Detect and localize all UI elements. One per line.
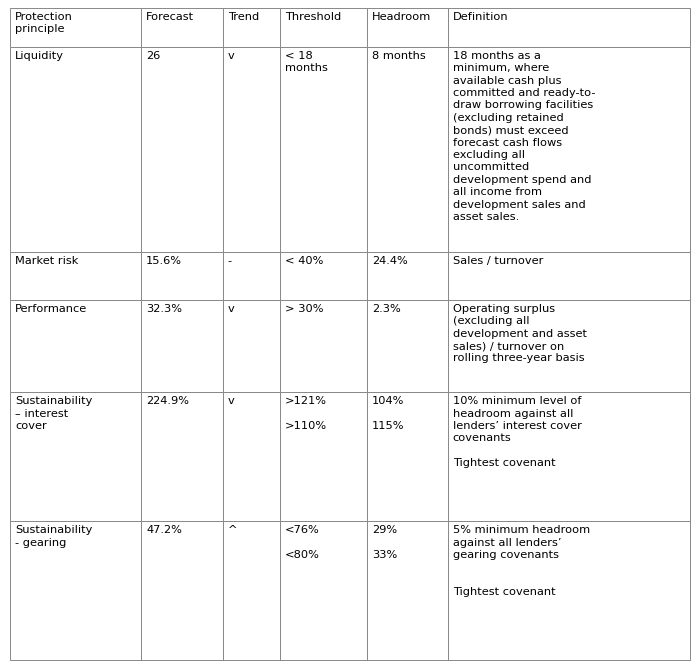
Text: 32.3%: 32.3% (146, 304, 182, 314)
Bar (10, 252, 141, 300)
Bar (10, 522, 141, 660)
Text: Sustainability
- gearing: Sustainability - gearing (15, 526, 92, 548)
Bar (367, 392, 447, 522)
Text: ^: ^ (228, 526, 237, 536)
Text: Market risk: Market risk (15, 256, 78, 266)
Bar (367, 252, 447, 300)
Text: 47.2%: 47.2% (146, 526, 182, 536)
Text: Sales / turnover: Sales / turnover (453, 256, 543, 266)
Text: 2.3%: 2.3% (372, 304, 400, 314)
Bar (10, 8, 141, 47)
Bar (141, 392, 223, 522)
Text: 104%

115%: 104% 115% (372, 396, 405, 431)
Text: Protection
principle: Protection principle (15, 12, 73, 34)
Bar (280, 8, 367, 47)
Bar (367, 47, 447, 252)
Text: v: v (228, 304, 235, 314)
Bar (141, 252, 223, 300)
Text: Headroom: Headroom (372, 12, 431, 22)
Text: v: v (228, 396, 235, 406)
Bar (447, 252, 690, 300)
Bar (367, 522, 447, 660)
Text: v: v (228, 51, 235, 61)
Bar (223, 252, 280, 300)
Bar (280, 47, 367, 252)
Bar (367, 300, 447, 392)
Bar (280, 392, 367, 522)
Text: 224.9%: 224.9% (146, 396, 189, 406)
Text: 5% minimum headroom
against all lenders’
gearing covenants


Tightest covenant: 5% minimum headroom against all lenders’… (453, 526, 589, 597)
Bar (280, 252, 367, 300)
Bar (141, 522, 223, 660)
Text: Operating surplus
(excluding all
development and asset
sales) / turnover on
roll: Operating surplus (excluding all develop… (453, 304, 587, 363)
Text: Threshold: Threshold (285, 12, 342, 22)
Text: 29%

33%: 29% 33% (372, 526, 397, 560)
Text: Definition: Definition (453, 12, 508, 22)
Bar (10, 47, 141, 252)
Text: 18 months as a
minimum, where
available cash plus
committed and ready-to-
draw b: 18 months as a minimum, where available … (453, 51, 595, 222)
Text: 15.6%: 15.6% (146, 256, 182, 266)
Text: 26: 26 (146, 51, 160, 61)
Bar (223, 8, 280, 47)
Text: Performance: Performance (15, 304, 88, 314)
Text: > 30%: > 30% (285, 304, 323, 314)
Bar (447, 522, 690, 660)
Bar (223, 392, 280, 522)
Text: Liquidity: Liquidity (15, 51, 64, 61)
Bar (223, 522, 280, 660)
Text: Forecast: Forecast (146, 12, 194, 22)
Text: 8 months: 8 months (372, 51, 426, 61)
Bar (223, 47, 280, 252)
Bar (447, 47, 690, 252)
Text: 24.4%: 24.4% (372, 256, 407, 266)
Bar (141, 8, 223, 47)
Bar (10, 392, 141, 522)
Text: >121%

>110%: >121% >110% (285, 396, 327, 431)
Bar (10, 300, 141, 392)
Text: Sustainability
– interest
cover: Sustainability – interest cover (15, 396, 92, 431)
Bar (141, 47, 223, 252)
Bar (223, 300, 280, 392)
Text: < 18
months: < 18 months (285, 51, 328, 73)
Bar (141, 300, 223, 392)
Text: < 40%: < 40% (285, 256, 323, 266)
Text: <76%

<80%: <76% <80% (285, 526, 320, 560)
Bar (280, 522, 367, 660)
Bar (447, 8, 690, 47)
Bar (367, 8, 447, 47)
Bar (447, 300, 690, 392)
Text: -: - (228, 256, 232, 266)
Text: 10% minimum level of
headroom against all
lenders’ interest cover
covenants

Tig: 10% minimum level of headroom against al… (453, 396, 582, 468)
Bar (447, 392, 690, 522)
Text: Trend: Trend (228, 12, 259, 22)
Bar (280, 300, 367, 392)
